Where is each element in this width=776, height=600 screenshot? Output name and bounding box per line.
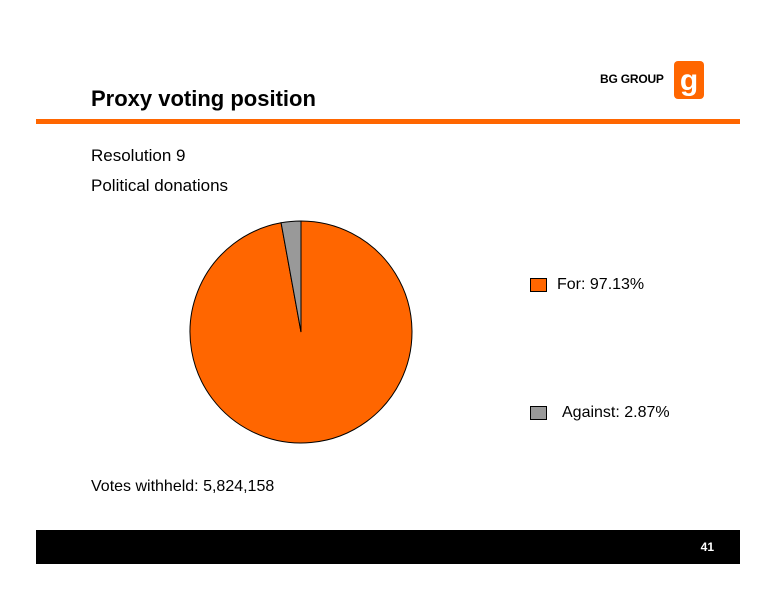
legend-label-for: For: 97.13% bbox=[557, 276, 645, 293]
legend-label-against: Against: 2.87% bbox=[562, 404, 670, 421]
bg-logo-icon: g bbox=[674, 61, 704, 99]
page-title: Proxy voting position bbox=[91, 86, 316, 111]
title-divider bbox=[36, 119, 740, 124]
legend-swatch-for bbox=[530, 278, 547, 292]
votes-withheld-note: Votes withheld: 5,824,158 bbox=[91, 478, 275, 495]
legend-swatch-against bbox=[530, 406, 547, 420]
pie-slice-against bbox=[280, 220, 302, 333]
logo-text: BG GROUP bbox=[600, 72, 664, 86]
legend-item-against: Against: 2.87% bbox=[530, 404, 670, 422]
resolution-label: Resolution 9 bbox=[91, 146, 186, 165]
pie-chart bbox=[189, 220, 413, 444]
legend-item-for: For: 97.13% bbox=[530, 276, 644, 294]
footer-bar: 41 bbox=[36, 530, 740, 564]
page-number: 41 bbox=[700, 540, 714, 554]
svg-text:g: g bbox=[680, 64, 698, 97]
resolution-description: Political donations bbox=[91, 176, 229, 195]
